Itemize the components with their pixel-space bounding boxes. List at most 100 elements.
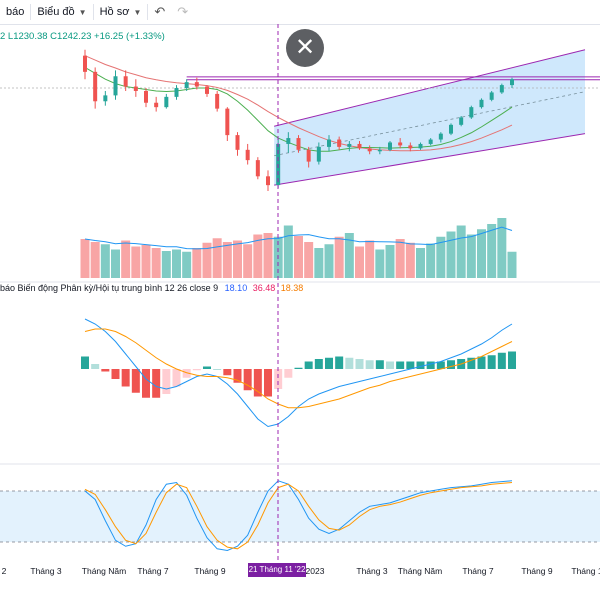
macd-histogram-bar <box>416 361 425 369</box>
macd-histogram-bar <box>284 369 293 378</box>
macd-histogram-bar <box>91 364 100 369</box>
x-axis: 2 Tháng 3 Tháng Năm Tháng 7 Tháng 9 2023 Tháng… <box>2 566 600 576</box>
macd-histogram-bar <box>101 369 110 372</box>
volume-bar <box>456 225 466 278</box>
candle-body <box>103 95 108 102</box>
candle-body <box>133 86 138 91</box>
volume-bar <box>111 249 120 278</box>
volume-bar <box>161 251 171 278</box>
candle-body <box>225 108 230 136</box>
volume-bar <box>365 240 375 278</box>
candle-body <box>449 124 453 134</box>
macd-histogram-bar <box>345 357 354 369</box>
toolbar-indicators[interactable]: báo <box>0 0 30 24</box>
redo-icon[interactable]: ↷ <box>177 4 189 19</box>
macd-histogram-bar <box>294 367 303 369</box>
ohlc-legend: 2 L1230.38 C1242.23 +16.25 (+1.33%) <box>0 31 165 42</box>
x-tick-label: 2023 <box>306 566 325 576</box>
macd-histogram-bar <box>396 361 405 369</box>
macd-histogram-bar <box>365 360 374 369</box>
macd-title: báo Biến động Phân kỳ/Hội tụ trung bình … <box>0 283 219 293</box>
candle-body <box>510 79 514 86</box>
macd-legend: báo Biến động Phân kỳ/Hội tụ trung bình … <box>0 283 303 293</box>
volume-bar <box>497 218 507 278</box>
volume-pane <box>80 218 517 278</box>
volume-bar <box>304 242 314 278</box>
macd-histogram-bar <box>233 369 242 383</box>
macd-histogram-bar <box>131 369 140 393</box>
price-pane <box>0 49 600 192</box>
volume-bar <box>405 242 415 278</box>
stoch-k-line <box>84 480 513 552</box>
volume-bar <box>375 249 385 278</box>
volume-bar <box>90 242 100 278</box>
volume-bar <box>477 229 486 278</box>
volume-bar <box>202 242 212 278</box>
volume-bar <box>283 225 293 278</box>
volume-ma-line <box>84 226 513 250</box>
channel-lower-line <box>274 133 586 186</box>
candle-body <box>347 143 352 147</box>
candle-body <box>144 90 148 103</box>
x-tick-label: Tháng 9 <box>194 566 225 576</box>
candle-body <box>357 143 362 149</box>
macd-histogram-bar <box>477 356 486 369</box>
x-tick-label: Tháng 3 <box>356 566 387 576</box>
volume-bar <box>121 240 131 278</box>
volume-bar <box>192 248 202 278</box>
volume-bar <box>385 245 395 278</box>
macd-histogram-bar <box>497 352 506 369</box>
volume-bar <box>100 244 110 278</box>
macd-histogram-bar <box>192 369 201 371</box>
macd-histogram-bar <box>447 360 455 369</box>
candle-body <box>194 82 199 87</box>
macd-histogram-bar <box>213 369 222 370</box>
volume-bar <box>294 236 303 278</box>
candle-body <box>337 139 342 147</box>
ma-slow-line <box>84 55 513 152</box>
candle-body <box>489 92 494 100</box>
toolbar-divider <box>147 4 149 20</box>
volume-bar <box>446 231 456 278</box>
stochastic-pane <box>0 480 600 552</box>
volume-bar <box>172 249 181 278</box>
toolbar-indicators-label: báo <box>6 6 25 18</box>
candle-body <box>123 76 128 87</box>
candle-body <box>469 107 474 118</box>
candle-body <box>164 96 169 108</box>
close-icon: ✕ <box>294 34 316 61</box>
macd-value: 18.10 <box>224 283 248 293</box>
chart-canvas[interactable]: 2 Tháng 3 Tháng Năm Tháng 7 Tháng 9 2023 Tháng… <box>0 24 600 600</box>
macd-histogram-bar <box>335 356 344 369</box>
volume-bar <box>426 243 436 278</box>
toolbar-chart-menu[interactable]: Biểu đồ ▼ <box>31 0 92 24</box>
stoch-band-fill <box>0 491 600 542</box>
volume-bar <box>334 236 344 278</box>
candle-body <box>418 143 423 149</box>
candle-body <box>479 99 484 108</box>
volume-bar <box>253 234 263 278</box>
macd-histogram-bar <box>223 369 232 376</box>
macd-histogram-bar <box>355 359 364 369</box>
candle-body <box>174 88 179 97</box>
signal-value: 36.48 <box>252 283 276 293</box>
toolbar: báo Biểu đồ ▼ Hồ sơ ▼ ↶ ↷ <box>0 0 600 25</box>
volume-bar <box>131 246 141 278</box>
candle-body <box>408 145 413 149</box>
candle-body <box>245 149 250 161</box>
macd-histogram-bar <box>172 369 181 387</box>
volume-bar <box>141 245 151 278</box>
macd-histogram-bar <box>386 361 394 369</box>
candle-body <box>235 135 240 150</box>
toolbar-profile-menu[interactable]: Hồ sơ ▼ <box>94 0 148 24</box>
undo-icon[interactable]: ↶ <box>154 4 166 19</box>
candle-body <box>113 76 118 96</box>
macd-histogram-bar <box>487 355 496 369</box>
macd-line <box>84 318 513 428</box>
volume-bar <box>222 242 232 278</box>
candle-body <box>296 138 301 150</box>
close-button[interactable]: ✕ <box>286 29 324 67</box>
candle-body <box>398 142 403 146</box>
hist-value: 18.38 <box>280 283 304 293</box>
volume-bar <box>80 239 90 278</box>
